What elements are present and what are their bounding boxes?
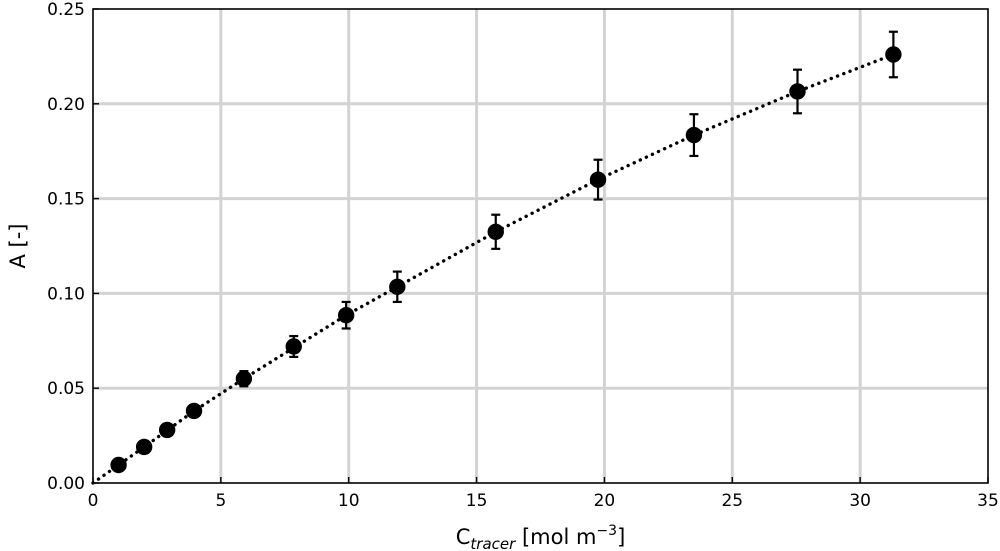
x-tick-label: 25 [721,491,743,511]
data-point [158,421,176,439]
data-point [885,30,902,79]
data-point [487,213,504,250]
data-point [110,456,127,474]
data-point [589,158,607,201]
data-marker [885,46,902,63]
x-axis-label-base: C [456,525,471,549]
x-axis-label-units-prefix: [mol m [515,525,596,549]
x-axis-label: Ctracer [mol m−3] [456,523,626,551]
x-tick-label: 20 [594,491,616,511]
y-axis-label: A [-] [6,223,30,268]
data-point [389,270,406,304]
data-point [685,113,703,158]
y-tick-label: 0.15 [47,190,85,210]
y-tick-label: 0.20 [47,95,85,115]
data-marker [589,171,607,188]
y-tick-label: 0.10 [47,284,85,304]
ticks-layer: 0 5 10 15 20 25 30 35 0.00 0.05 0.10 0.15 0.20 0.25 [47,0,999,511]
data-marker [235,370,253,387]
data-marker [685,126,703,144]
data-point [135,438,153,456]
x-tick-label: 10 [338,491,360,511]
plot-frame [92,8,989,484]
data-marker [789,83,806,100]
y-tick-label: 0.05 [47,379,85,399]
x-tick-label: 5 [215,491,226,511]
data-marker [487,223,504,240]
x-axis-label-units-exponent: −3 [596,523,617,539]
y-tick-label: 0.25 [47,0,85,20]
x-axis-label-units-suffix: ] [617,525,625,549]
data-marker [158,421,176,439]
x-axis-label-subscript: tracer [470,535,516,551]
x-tick-label: 0 [88,491,99,511]
data-marker [389,278,406,295]
data-point [285,334,302,359]
data-marker [337,307,355,324]
data-point [789,68,806,115]
data-point [337,300,355,330]
data-marker [285,338,302,355]
x-tick-label: 15 [466,491,488,511]
data-point [235,370,253,388]
data-points-layer [110,30,902,474]
x-tick-label: 30 [849,491,871,511]
data-marker [185,402,203,420]
x-tick-label: 35 [977,491,999,511]
data-marker [135,438,153,456]
data-marker [110,456,127,474]
data-point [185,402,203,420]
grid-layer [93,9,988,483]
y-tick-label: 0.00 [47,474,85,494]
